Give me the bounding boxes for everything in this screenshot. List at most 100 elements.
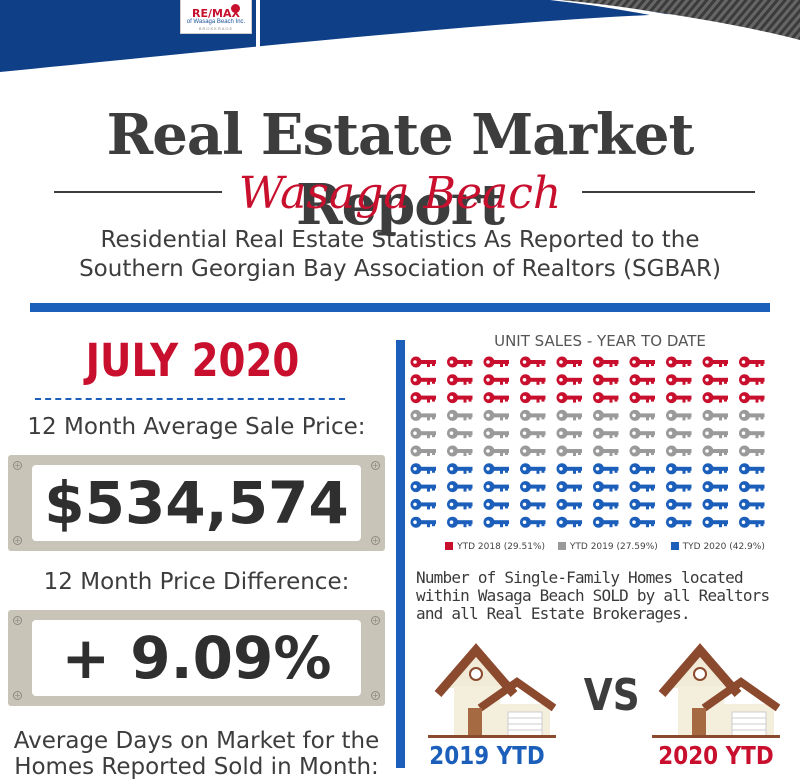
key-icon <box>739 392 765 404</box>
key-icon <box>739 356 765 368</box>
key-icon <box>739 374 765 386</box>
key-icon <box>629 498 655 510</box>
price-diff-label: 12 Month Price Difference: <box>43 569 350 595</box>
key-icon <box>739 481 765 493</box>
key-icon <box>556 374 582 386</box>
vs-label: VS <box>583 670 640 721</box>
key-icon <box>629 481 655 493</box>
key-icon <box>739 516 765 528</box>
title-rule-right <box>582 191 755 193</box>
key-icon <box>702 374 728 386</box>
key-icon <box>556 516 582 528</box>
key-icon <box>593 427 619 439</box>
key-icon <box>483 356 509 368</box>
key-icon <box>556 356 582 368</box>
key-icon <box>629 374 655 386</box>
key-icon <box>702 463 728 475</box>
key-icon <box>629 445 655 457</box>
key-icon <box>739 498 765 510</box>
key-icon <box>447 498 473 510</box>
legend-swatch-2018 <box>445 542 454 550</box>
key-icon <box>556 392 582 404</box>
key-icon <box>739 427 765 439</box>
key-icon <box>629 516 655 528</box>
avg-price-value: $534,574 <box>32 465 361 541</box>
days-label-line-2: Homes Reported Sold in Month: <box>14 754 379 780</box>
key-icon <box>520 374 546 386</box>
key-icon <box>666 516 692 528</box>
key-icon <box>520 392 546 404</box>
key-icon <box>483 374 509 386</box>
key-icon <box>520 427 546 439</box>
key-icon <box>666 409 692 421</box>
key-icon <box>593 481 619 493</box>
key-icon <box>410 463 436 475</box>
logo-tag: BROKERAGE <box>198 26 234 31</box>
logo-subtitle: of Wasaga Beach Inc. <box>186 19 246 25</box>
key-icon <box>520 516 546 528</box>
key-icon <box>520 409 546 421</box>
avg-price-plaque: + + + + $534,574 <box>8 455 385 551</box>
key-icon <box>483 427 509 439</box>
key-icon <box>629 463 655 475</box>
key-icon <box>629 356 655 368</box>
key-icon <box>593 498 619 510</box>
key-icon <box>410 481 436 493</box>
screw-icon: + <box>371 691 380 700</box>
balloon-icon <box>231 4 240 13</box>
key-icon <box>447 374 473 386</box>
subtitle-line-1: Residential Real Estate Statistics As Re… <box>100 227 700 253</box>
key-icon <box>666 374 692 386</box>
key-icon <box>410 374 436 386</box>
key-icon <box>447 445 473 457</box>
key-icon <box>410 498 436 510</box>
key-icon <box>483 445 509 457</box>
key-icon <box>520 481 546 493</box>
key-icon <box>410 427 436 439</box>
remax-logo: RE/MAX of Wasaga Beach Inc. BROKERAGE <box>180 0 252 34</box>
key-icon <box>666 427 692 439</box>
report-month: JULY 2020 <box>85 334 300 387</box>
screw-icon: + <box>371 461 380 470</box>
screw-icon: + <box>13 616 22 625</box>
key-icon <box>702 445 728 457</box>
column-divider <box>396 340 405 768</box>
key-icon <box>410 392 436 404</box>
key-icon <box>593 516 619 528</box>
key-icon <box>410 445 436 457</box>
key-icon <box>702 516 728 528</box>
key-icon <box>483 498 509 510</box>
key-icon <box>556 445 582 457</box>
key-icon <box>739 409 765 421</box>
legend-swatch-2020 <box>670 542 679 550</box>
legend-label-2019: YTD 2019 (27.59%) <box>569 542 658 552</box>
key-icon <box>520 463 546 475</box>
key-icon <box>666 392 692 404</box>
screw-icon: + <box>13 536 22 545</box>
house-icon <box>428 643 556 738</box>
key-icon <box>447 463 473 475</box>
key-icon <box>739 463 765 475</box>
key-icon <box>556 427 582 439</box>
legend-label-2018: YTD 2018 (29.51%) <box>457 542 546 552</box>
days-label-line-1: Average Days on Market for the <box>13 728 380 754</box>
key-icon <box>447 427 473 439</box>
key-icon <box>629 392 655 404</box>
key-icon <box>593 445 619 457</box>
key-icon <box>593 392 619 404</box>
homes-sold-description: Number of Single-Family Homes located wi… <box>416 568 770 623</box>
key-icon <box>483 516 509 528</box>
key-icon <box>483 463 509 475</box>
key-icon <box>483 392 509 404</box>
key-icon <box>702 427 728 439</box>
key-icon <box>593 356 619 368</box>
key-icon <box>702 392 728 404</box>
price-diff-value: + 9.09% <box>32 620 361 696</box>
key-icon <box>447 392 473 404</box>
key-icon <box>556 463 582 475</box>
key-icon <box>629 427 655 439</box>
key-icon <box>520 498 546 510</box>
key-icon <box>410 356 436 368</box>
key-icon <box>666 481 692 493</box>
key-icon <box>702 409 728 421</box>
